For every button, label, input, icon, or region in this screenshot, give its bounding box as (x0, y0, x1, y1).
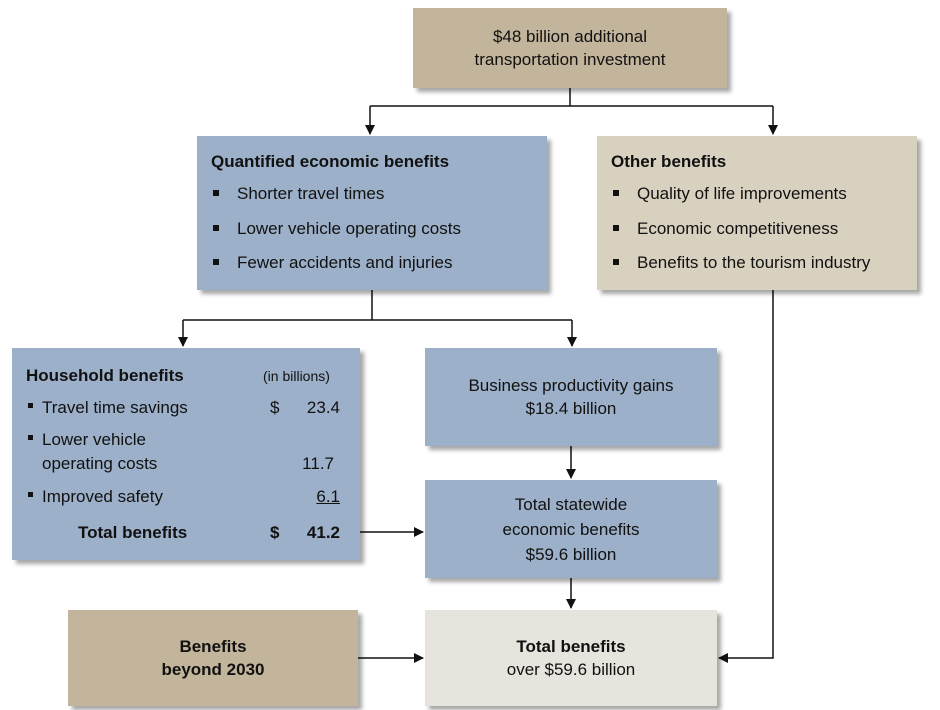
total-box: Total benefits over $59.6 billion (425, 610, 717, 706)
connector (183, 290, 572, 321)
text-line: $59.6 billion (525, 544, 617, 564)
row-label: Improved safety (28, 487, 163, 506)
quantified-box: Quantified economic benefits Shorter tra… (197, 136, 547, 290)
text-line: beyond 2030 (161, 660, 265, 679)
box-title: Other benefits (611, 152, 727, 171)
total-label: Total benefits (78, 523, 188, 542)
row-label: Travel time savings (28, 398, 188, 417)
other-box: Other benefits Quality of life improveme… (597, 136, 917, 290)
household-box: Household benefits (in billions) Travel … (12, 348, 360, 560)
text-line: $18.4 billion (525, 399, 617, 418)
box-title: Quantified economic benefits (211, 152, 450, 171)
text-line: Total statewide (514, 494, 628, 514)
text-line: over $59.6 billion (506, 660, 636, 679)
connector (370, 88, 773, 107)
currency: $ (270, 398, 280, 417)
business-box: Business productivity gains $18.4 billio… (425, 348, 717, 446)
beyond-box: Benefits beyond 2030 (68, 610, 358, 706)
bullet: Quality of life improvements (613, 184, 847, 203)
text-line: Total benefits (516, 637, 626, 656)
row-label: operating costs (42, 454, 158, 473)
investment-box: $48 billion additional transportation in… (413, 8, 727, 88)
statewide-box: Total statewide economic benefits $59.6 … (425, 480, 717, 578)
amount: 41.2 (306, 523, 340, 542)
bullet: Lower vehicle operating costs (213, 219, 461, 238)
currency: $ (270, 523, 280, 542)
text-line: Business productivity gains (468, 376, 674, 395)
box-title: Household benefits (26, 366, 184, 385)
text-line: transportation investment (474, 50, 666, 69)
amount: 23.4 (306, 398, 340, 417)
unit-note: (in billions) (263, 368, 330, 384)
text-line: $48 billion additional (492, 27, 648, 46)
bullet: Benefits to the tourism industry (612, 253, 871, 272)
amount: 6.1 (316, 487, 340, 506)
amount: 11.7 (302, 454, 334, 473)
bullet: Fewer accidents and injuries (212, 253, 453, 272)
text-line: Benefits (179, 637, 247, 656)
row-label: Lower vehicle (28, 430, 146, 449)
bullet: Economic competitiveness (612, 219, 839, 238)
arrow (718, 290, 774, 663)
bullet: Shorter travel times (212, 184, 385, 203)
text-line: economic benefits (502, 519, 640, 539)
